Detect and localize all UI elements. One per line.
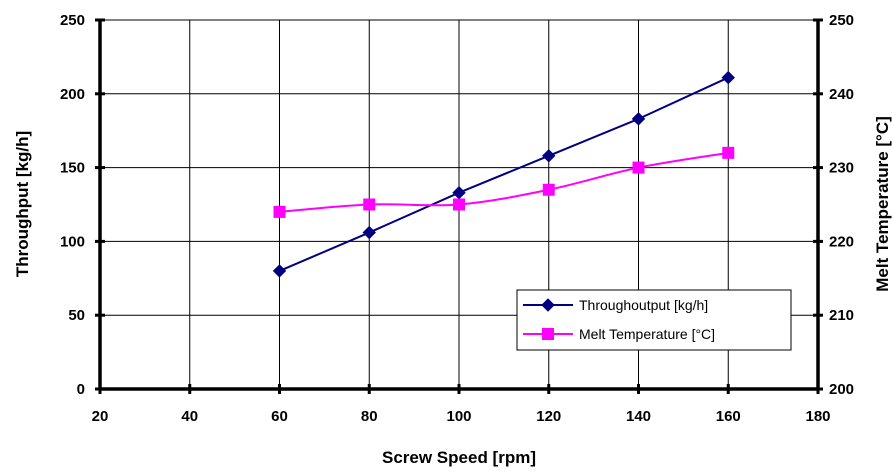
y2-tick-label: 250 <box>829 12 854 29</box>
y2-tick-label: 230 <box>829 160 854 177</box>
x-tick-label: 160 <box>716 408 741 425</box>
y-tick-label: 200 <box>60 86 85 103</box>
y-tick-label: 150 <box>60 160 85 177</box>
x-tick-label: 20 <box>92 408 109 425</box>
melt-temperature-point <box>542 183 555 196</box>
throughput-point <box>542 149 556 163</box>
legend-box <box>516 289 792 351</box>
y-axis-title: Throughput [kg/h] <box>13 131 32 277</box>
melt-temperature-line <box>279 151 729 213</box>
y2-tick-label: 240 <box>829 86 854 103</box>
throughput-point <box>272 264 287 278</box>
tick-labels: 20 40 60 80 100 120 140 160 180 0 50 100 150 200 250 20… <box>60 12 854 425</box>
melt-temperature-point <box>722 146 735 159</box>
x-tick-label: 80 <box>361 408 378 425</box>
throughput-point <box>631 112 646 126</box>
melt-temperature-point <box>363 198 376 211</box>
throughput-line <box>279 76 729 272</box>
x-tick-label: 100 <box>446 408 471 425</box>
melt-temperature-point <box>273 205 286 218</box>
legend-label-melt-temperature: Melt Temperature [°C] <box>579 326 715 342</box>
x-tick-label: 60 <box>271 408 288 425</box>
x-tick-label: 140 <box>626 408 651 425</box>
x-tick-label: 180 <box>805 408 830 425</box>
y2-tick-label: 200 <box>829 381 854 398</box>
throughput-point <box>362 225 376 240</box>
y-tick-label: 250 <box>60 12 85 29</box>
series <box>272 70 735 278</box>
melt-temperature-point <box>632 161 645 174</box>
x-axis-title: Screw Speed [rpm] <box>382 448 536 467</box>
y2-axis-title: Melt Temperature [°C] <box>873 116 892 292</box>
y2-tick-label: 210 <box>829 307 854 324</box>
y-tick-label: 100 <box>60 233 85 250</box>
grid <box>100 19 819 389</box>
melt-temperature-point <box>453 198 465 211</box>
x-tick-label: 120 <box>536 408 561 425</box>
legend: Throughoutput [kg/h] Melt Temperature [°… <box>516 289 792 351</box>
y-tick-label: 0 <box>77 381 85 398</box>
y2-tick-label: 220 <box>829 233 854 250</box>
axes <box>95 18 823 394</box>
throughput-point <box>452 185 466 200</box>
throughput-point <box>541 298 555 312</box>
legend-label-throughput: Throughoutput [kg/h] <box>579 297 708 313</box>
x-tick-label: 40 <box>181 408 198 425</box>
melt-temperature-point <box>542 328 554 340</box>
y-tick-label: 50 <box>68 307 85 324</box>
throughput-point <box>721 70 735 85</box>
